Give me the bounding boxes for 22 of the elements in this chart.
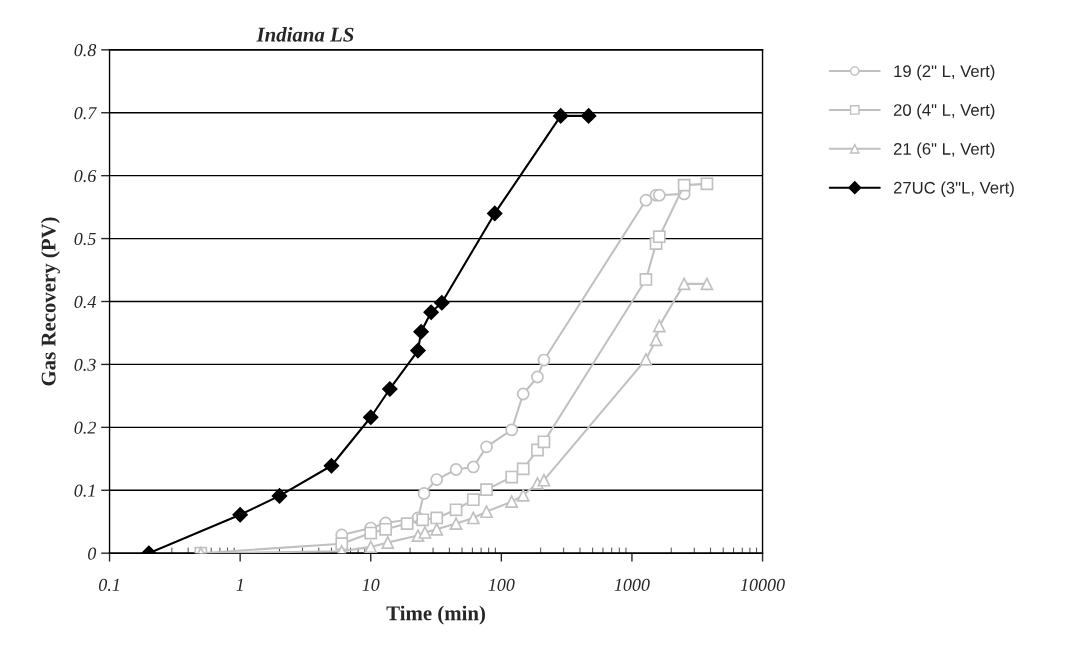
- y-tick-label: 0.6: [74, 169, 97, 183]
- y-tick-label: 0: [88, 547, 97, 560]
- x-tick-label: 0.1: [98, 578, 119, 591]
- y-tick-label: 0.2: [74, 421, 96, 434]
- y-tick-label: 0.7: [74, 107, 97, 120]
- y-tick-label: 0.8: [74, 44, 97, 57]
- y-tick-label: 0.5: [74, 232, 96, 246]
- legend-label: 21 (6" L, Vert): [893, 142, 995, 159]
- x-tick-label: 100: [488, 578, 515, 591]
- legend-label: 19 (2" L, Vert): [894, 64, 995, 81]
- legend-label: 27UC (3"L, Vert): [893, 181, 1014, 197]
- y-tick-label: 0.3: [74, 358, 96, 371]
- x-axis-title: Time (min): [386, 605, 485, 625]
- x-tick-label: 1000: [614, 578, 650, 591]
- y-tick-label: 0.1: [74, 484, 95, 497]
- x-tick-label: 10: [362, 578, 380, 591]
- legend-label: 20 (4" L, Vert): [893, 103, 995, 120]
- y-axis-title: Gas Recovery (PV): [40, 217, 60, 386]
- y-tick-label: 0.4: [74, 295, 96, 309]
- x-tick-label: 10000: [740, 578, 785, 591]
- chart-title: Indiana LS: [256, 27, 354, 42]
- x-tick-label: 1: [236, 578, 243, 591]
